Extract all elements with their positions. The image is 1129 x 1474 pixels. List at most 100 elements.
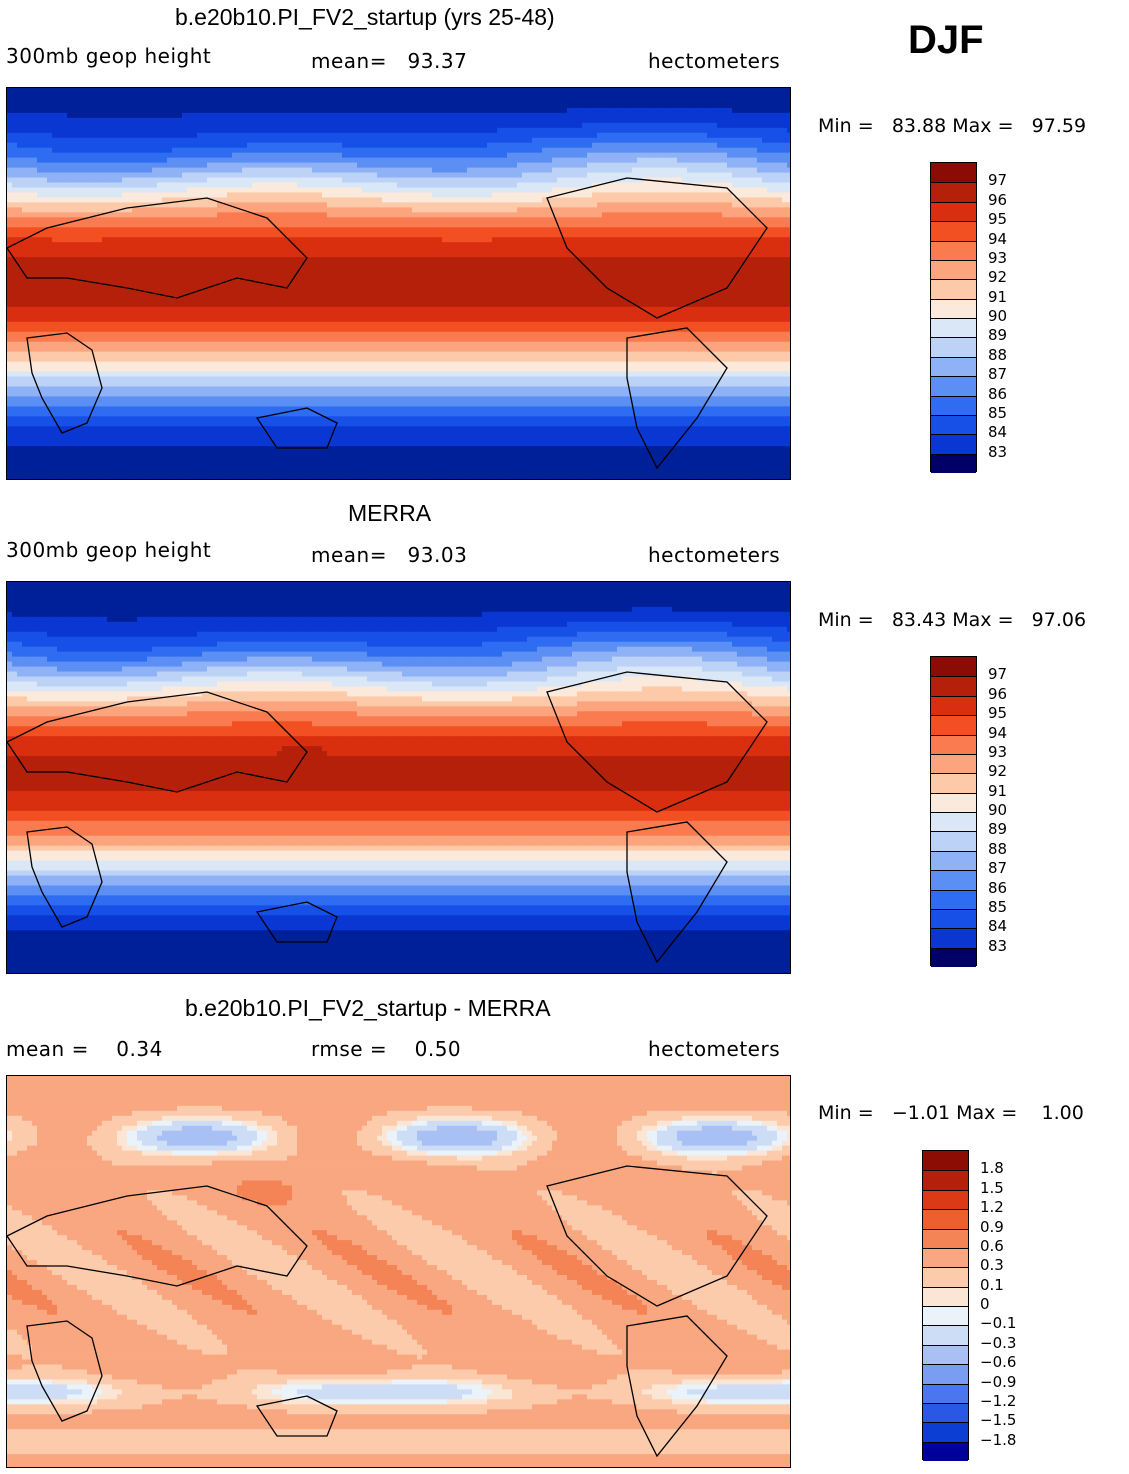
field-cell xyxy=(142,202,148,208)
field-cell xyxy=(342,137,348,144)
field-cell xyxy=(617,207,623,213)
field-cell xyxy=(372,97,378,104)
field-cell xyxy=(197,92,203,99)
field-cell xyxy=(102,127,108,134)
field-cell xyxy=(692,207,698,213)
field-cell xyxy=(702,172,708,178)
field-cell xyxy=(47,242,53,248)
field-cell xyxy=(227,102,233,109)
field-cell xyxy=(422,202,428,208)
field-cell xyxy=(342,227,348,233)
field-cell xyxy=(627,147,633,154)
field-cell xyxy=(622,142,628,149)
field-cell xyxy=(237,102,243,109)
field-cell xyxy=(52,152,58,159)
field-cell xyxy=(92,152,98,159)
field-cell xyxy=(487,197,493,203)
field-cell xyxy=(237,202,243,208)
field-cell xyxy=(767,92,773,99)
field-cell xyxy=(107,127,113,134)
field-cell xyxy=(542,217,548,223)
field-cell xyxy=(767,157,773,164)
field-cell xyxy=(417,242,423,248)
field-cell xyxy=(642,237,648,243)
field-cell xyxy=(332,97,338,104)
field-cell xyxy=(537,212,543,218)
field-cell xyxy=(742,147,748,154)
field-cell xyxy=(382,92,388,99)
field-cell xyxy=(677,97,683,104)
field-cell xyxy=(647,207,653,213)
field-cell xyxy=(437,227,443,233)
field-cell xyxy=(312,232,318,238)
field-cell xyxy=(412,92,418,99)
field-cell xyxy=(302,192,308,198)
field-cell xyxy=(192,227,198,233)
field-cell xyxy=(222,147,228,154)
field-cell xyxy=(312,157,318,164)
field-cell xyxy=(642,107,648,114)
field-cell xyxy=(352,132,358,139)
field-cell xyxy=(392,232,398,238)
field-cell xyxy=(597,152,603,159)
field-cell xyxy=(327,132,333,139)
field-cell xyxy=(317,152,323,159)
field-cell xyxy=(497,237,503,243)
field-cell xyxy=(402,182,408,188)
field-cell xyxy=(157,157,163,164)
field-cell xyxy=(347,227,353,233)
field-cell xyxy=(152,197,158,203)
field-cell xyxy=(717,112,723,119)
field-cell xyxy=(42,92,48,99)
field-cell xyxy=(192,107,198,114)
field-cell xyxy=(632,172,638,178)
field-cell xyxy=(467,142,473,149)
field-cell xyxy=(177,117,183,124)
field-cell xyxy=(552,207,558,213)
field-cell xyxy=(277,232,283,238)
field-cell xyxy=(17,102,23,109)
field-cell xyxy=(482,232,488,238)
field-cell xyxy=(407,152,413,159)
field-cell xyxy=(717,132,723,139)
field-cell xyxy=(677,177,683,183)
field-cell xyxy=(742,237,748,243)
field-cell xyxy=(167,132,173,139)
field-cell xyxy=(592,122,598,129)
field-cell xyxy=(382,207,388,213)
field-cell xyxy=(707,172,713,178)
field-cell xyxy=(677,88,683,94)
field-cell xyxy=(382,157,388,164)
field-cell xyxy=(587,187,593,193)
field-cell xyxy=(147,117,153,124)
field-cell xyxy=(682,147,688,154)
field-cell xyxy=(7,122,13,129)
field-cell xyxy=(252,232,258,238)
field-cell xyxy=(522,137,528,144)
field-cell xyxy=(347,147,353,154)
field-cell xyxy=(562,172,568,178)
field-cell xyxy=(442,232,448,238)
field-cell xyxy=(712,117,718,124)
field-cell xyxy=(642,142,648,149)
field-cell xyxy=(727,237,733,243)
field-cell xyxy=(267,152,273,159)
field-cell xyxy=(357,182,363,188)
field-cell xyxy=(512,127,518,134)
field-cell xyxy=(352,222,358,228)
field-cell xyxy=(492,237,498,243)
field-cell xyxy=(142,102,148,109)
field-cell xyxy=(582,88,588,94)
field-cell xyxy=(162,187,168,193)
field-cell xyxy=(167,172,173,178)
field-cell xyxy=(172,222,178,228)
field-cell xyxy=(337,97,343,104)
field-cell xyxy=(712,147,718,154)
field-cell xyxy=(117,117,123,124)
field-cell xyxy=(167,242,173,248)
field-cell xyxy=(27,197,33,203)
field-cell xyxy=(617,222,623,228)
field-cell xyxy=(762,177,768,183)
field-cell xyxy=(762,112,768,119)
field-cell xyxy=(167,147,173,154)
